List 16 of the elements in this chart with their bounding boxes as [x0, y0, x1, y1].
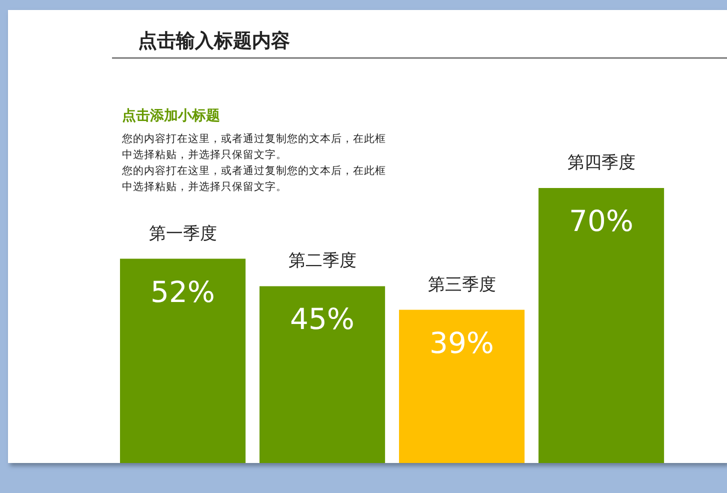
x-tick-label: 第二季度: [287, 250, 358, 272]
bar: [260, 286, 386, 463]
chart-subtitle: 点击添加小标题: [122, 107, 220, 125]
x-tick-label: 第三季度: [426, 274, 497, 296]
chart-title: 点击输入标题内容: [138, 29, 290, 54]
text: 您的内容打在这里，或者通过复制您的文本后，在此框中选择粘贴，并选择只保留文字。: [122, 132, 387, 163]
bar: [120, 258, 246, 463]
data-label: 52%: [150, 274, 216, 309]
data-label: 39%: [428, 326, 495, 360]
data-label: 70%: [568, 204, 634, 238]
x-tick-label: 第四季度: [566, 152, 636, 174]
bar: [538, 188, 664, 463]
data-label: 45%: [289, 302, 356, 336]
annotation: 您的内容打在这里，或者通过复制您的文本后，在此框中选择粘贴，并选择只保留文字。: [122, 164, 387, 195]
bar: [399, 310, 525, 463]
x-tick-label: 第一季度: [148, 222, 218, 245]
